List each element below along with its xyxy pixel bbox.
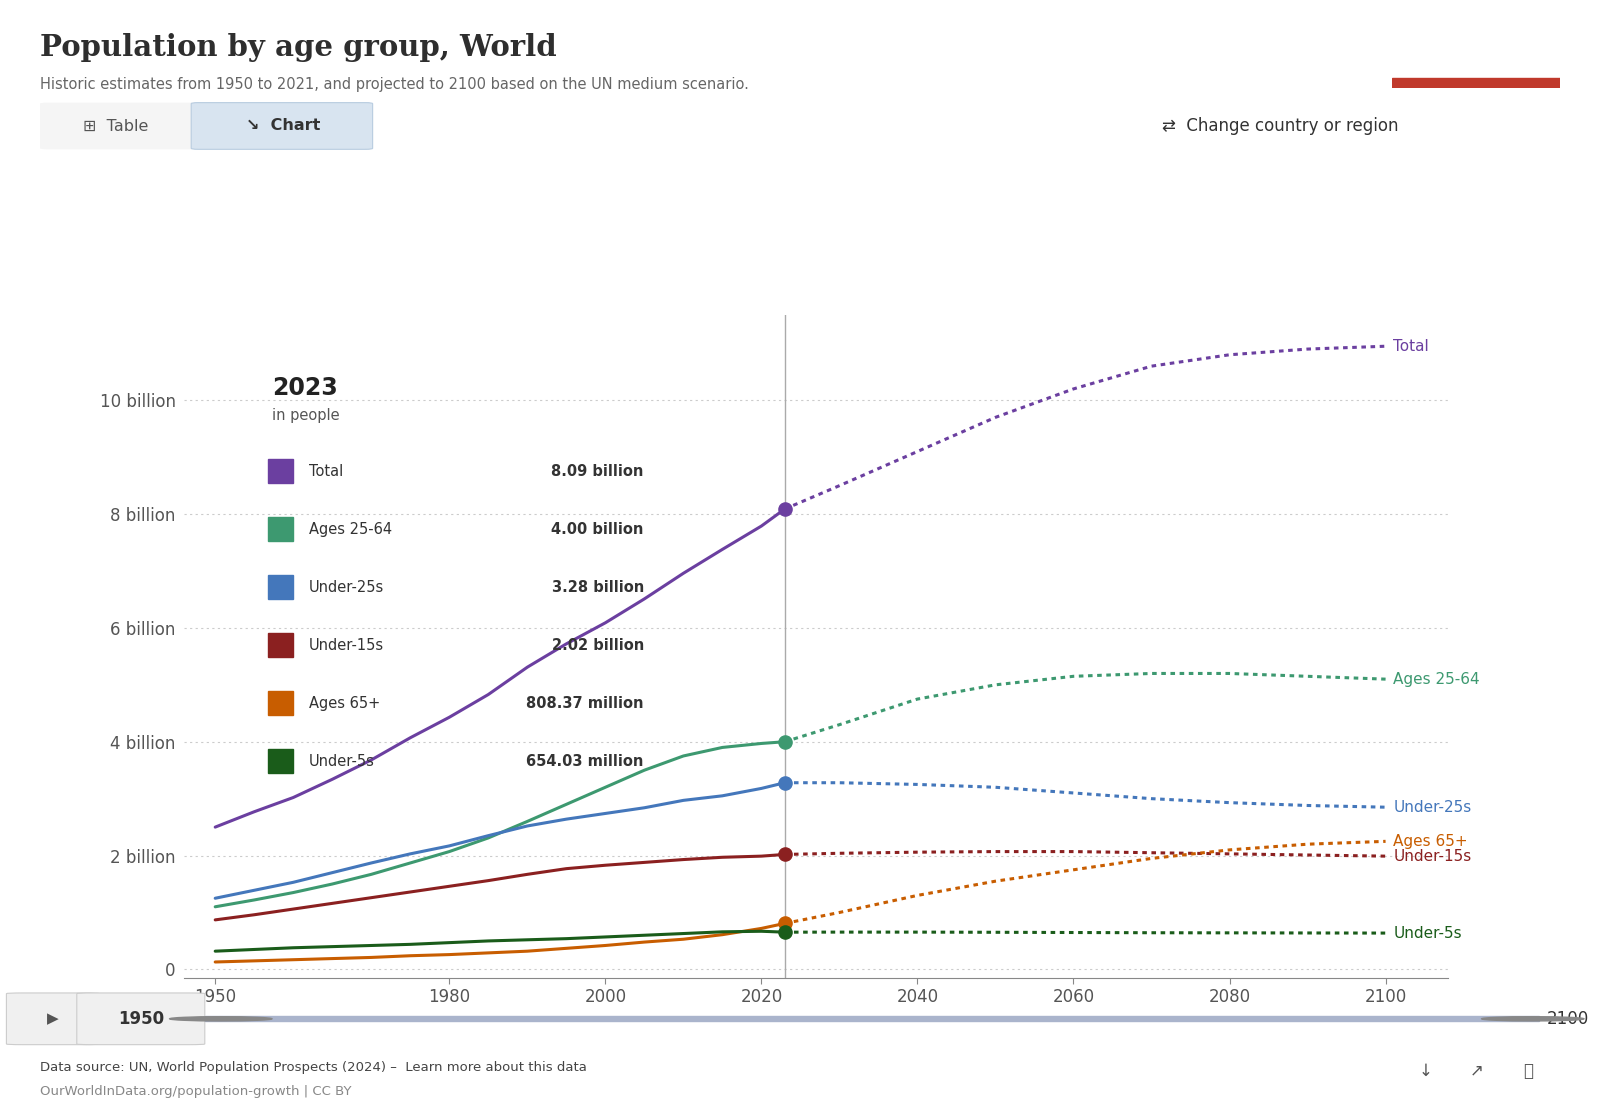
Text: 2100: 2100 (1547, 1010, 1589, 1028)
Text: ↗: ↗ (1470, 1062, 1483, 1080)
Text: Total: Total (309, 463, 344, 478)
FancyBboxPatch shape (192, 103, 373, 149)
Text: Data source: UN, World Population Prospects (2024) –  Learn more about this data: Data source: UN, World Population Prospe… (40, 1061, 587, 1074)
Text: in people: in people (272, 408, 341, 423)
Text: ⊞  Table: ⊞ Table (83, 118, 149, 134)
Text: 3.28 billion: 3.28 billion (552, 579, 643, 594)
Text: OurWorldInData.org/population-growth | CC BY: OurWorldInData.org/population-growth | C… (40, 1085, 352, 1098)
Point (771, 845, 797, 863)
Text: ↘  Chart: ↘ Chart (246, 118, 320, 134)
Text: 2.02 billion: 2.02 billion (552, 638, 643, 653)
Bar (269, 459, 293, 483)
Text: Under-15s: Under-15s (1394, 849, 1472, 864)
Text: Ages 65+: Ages 65+ (309, 695, 381, 711)
Text: Under-5s: Under-5s (309, 754, 374, 769)
Text: Under-25s: Under-25s (309, 579, 384, 594)
Text: Ages 65+: Ages 65+ (1394, 834, 1469, 849)
FancyBboxPatch shape (40, 103, 198, 149)
Text: ▶: ▶ (46, 1011, 59, 1027)
Bar (269, 517, 293, 541)
Point (771, 501, 797, 518)
Text: ↓: ↓ (1419, 1062, 1432, 1080)
Bar (1392, 77, 1560, 88)
Text: Ages 25-64: Ages 25-64 (1394, 672, 1480, 686)
Bar (269, 749, 293, 774)
Text: Historic estimates from 1950 to 2021, and projected to 2100 based on the UN medi: Historic estimates from 1950 to 2021, an… (40, 77, 749, 93)
Circle shape (170, 1017, 272, 1021)
Text: 2023: 2023 (272, 376, 338, 400)
Bar (269, 633, 293, 657)
Text: 1950: 1950 (118, 1010, 163, 1028)
Point (771, 733, 797, 750)
Text: Under-15s: Under-15s (309, 638, 384, 653)
Text: ⇄  Change country or region: ⇄ Change country or region (1162, 117, 1398, 135)
Text: Population by age group, World: Population by age group, World (40, 33, 557, 62)
Text: 8.09 billion: 8.09 billion (552, 463, 643, 478)
Text: 654.03 million: 654.03 million (526, 754, 643, 769)
Text: Total: Total (1394, 339, 1429, 354)
FancyBboxPatch shape (77, 993, 205, 1044)
Bar (269, 575, 293, 599)
Point (771, 774, 797, 791)
Point (771, 924, 797, 941)
Text: 808.37 million: 808.37 million (526, 695, 643, 711)
FancyBboxPatch shape (6, 993, 99, 1044)
Text: Under-25s: Under-25s (1394, 800, 1472, 814)
Text: Ages 25-64: Ages 25-64 (309, 522, 392, 537)
Text: ⛶: ⛶ (1523, 1062, 1533, 1080)
Text: 4.00 billion: 4.00 billion (552, 522, 643, 537)
Circle shape (1482, 1017, 1584, 1021)
Bar (269, 691, 293, 715)
Point (771, 915, 797, 933)
Text: Under-5s: Under-5s (1394, 926, 1462, 940)
Bar (205, 1017, 1539, 1021)
Text: Our World: Our World (1429, 27, 1523, 45)
Text: in Data: in Data (1443, 53, 1509, 71)
